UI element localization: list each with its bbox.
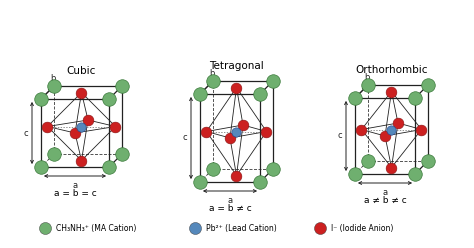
Point (191, 226, 199, 230)
Point (196, 92, 204, 96)
Point (256, 180, 264, 184)
Point (50, 84, 58, 88)
Text: a: a (73, 181, 78, 190)
Point (71, 131, 79, 135)
Point (364, 159, 372, 163)
Point (394, 121, 402, 125)
Point (105, 165, 113, 169)
Point (78, 124, 85, 128)
Text: b: b (50, 74, 55, 83)
Point (84, 118, 92, 122)
Text: Tetragonal: Tetragonal (209, 61, 264, 71)
Point (388, 90, 395, 93)
Point (411, 172, 419, 176)
Point (388, 165, 395, 169)
Text: Pb²⁺ (Lead Cation): Pb²⁺ (Lead Cation) (206, 223, 277, 233)
Point (226, 136, 234, 140)
Point (263, 129, 270, 133)
Point (112, 124, 119, 128)
Text: a = b ≠ c: a = b ≠ c (209, 204, 251, 213)
Point (233, 86, 240, 90)
Text: a: a (383, 188, 388, 197)
Text: I⁻ (Iodide Anion): I⁻ (Iodide Anion) (331, 223, 393, 233)
Point (105, 97, 113, 101)
Text: a = b = c: a = b = c (54, 189, 96, 198)
Text: c: c (182, 133, 187, 143)
Point (41, 226, 49, 230)
Point (118, 84, 126, 88)
Point (239, 123, 247, 127)
Point (233, 174, 240, 178)
Point (351, 172, 359, 176)
Point (233, 129, 240, 133)
Point (78, 91, 85, 94)
Text: c: c (337, 131, 342, 141)
Text: b: b (365, 73, 370, 82)
Text: Orthorhombic: Orthorhombic (355, 65, 428, 75)
Point (78, 158, 85, 162)
Point (358, 127, 365, 131)
Point (37, 165, 45, 169)
Point (388, 127, 395, 131)
Text: a: a (228, 196, 233, 205)
Point (418, 127, 425, 131)
Point (50, 152, 58, 156)
Point (44, 124, 51, 128)
Point (196, 180, 204, 184)
Point (364, 83, 372, 87)
Point (269, 79, 277, 83)
Point (203, 129, 210, 133)
Point (256, 92, 264, 96)
Text: Cubic: Cubic (67, 66, 96, 76)
Point (351, 96, 359, 100)
Point (209, 167, 217, 171)
Point (411, 96, 419, 100)
Point (209, 79, 217, 83)
Point (424, 159, 432, 163)
Point (381, 134, 389, 138)
Text: CH₃NH₃⁺ (MA Cation): CH₃NH₃⁺ (MA Cation) (56, 223, 137, 233)
Point (269, 167, 277, 171)
Text: b: b (210, 69, 215, 78)
Point (424, 83, 432, 87)
Point (316, 226, 324, 230)
Text: a ≠ b ≠ c: a ≠ b ≠ c (364, 196, 406, 205)
Point (37, 97, 45, 101)
Point (118, 152, 126, 156)
Text: c: c (23, 128, 28, 137)
